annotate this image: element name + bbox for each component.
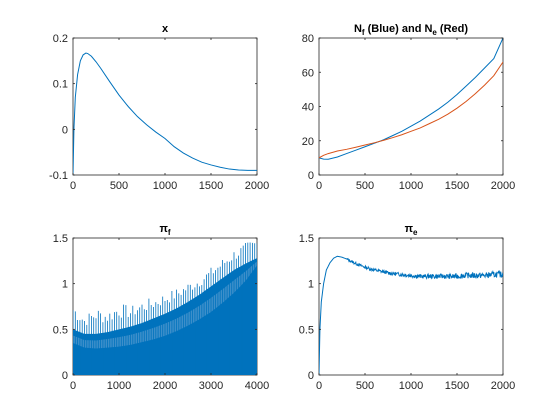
subplot-title: πe [405, 223, 418, 237]
y-tick-label: 0 [308, 370, 314, 382]
subplot-title: πf [159, 223, 170, 237]
y-tick-label: 1 [308, 279, 314, 291]
data-series-line [319, 61, 503, 159]
x-tick-label: 1000 [399, 180, 423, 192]
title-part: x [162, 23, 169, 35]
subplot-nf-ne: 0 500 1000 1500 2000 0 20 40 60 80 Nf (Blue) and N… [302, 23, 515, 192]
x-tick-label: 1500 [445, 180, 469, 192]
plot-area [319, 38, 503, 160]
y-tick-label: 0.5 [299, 324, 314, 336]
title-part: (Blue) and N [365, 23, 433, 35]
plot-area [73, 242, 257, 375]
y-tick-label: 40 [302, 102, 314, 114]
y-tick-label: 1.5 [53, 233, 68, 245]
x-tick-label: 3000 [199, 380, 223, 392]
data-series-line [319, 38, 503, 160]
title-subscript: e [432, 28, 437, 37]
y-tick-label: 60 [302, 67, 314, 79]
title-part: π [159, 223, 168, 235]
data-series-line [319, 255, 503, 375]
y-tick-label: 80 [302, 33, 314, 45]
subplot-title: Nf (Blue) and Ne (Red) [354, 23, 468, 37]
subplot-x: 0 500 1000 1500 2000-0.100.10.2x [49, 23, 269, 192]
y-tick-label: 0 [62, 124, 68, 136]
y-tick-label: 0.2 [53, 33, 68, 45]
title-part: N [354, 23, 362, 35]
plot-area [73, 52, 257, 175]
x-tick-label: 1500 [199, 180, 223, 192]
x-tick-label: 1000 [153, 180, 177, 192]
x-tick-label: 0 [70, 380, 76, 392]
subplot-title: x [162, 23, 169, 35]
y-tick-label: 1 [62, 279, 68, 291]
x-tick-label: 2000 [491, 380, 515, 392]
title-subscript: f [362, 28, 365, 37]
y-tick-label: -0.1 [49, 170, 68, 182]
title-part: π [405, 223, 414, 235]
axes-frame [318, 37, 504, 176]
data-series-line [73, 52, 257, 175]
x-tick-label: 0 [316, 380, 322, 392]
y-tick-label: 0 [308, 170, 314, 182]
plot-area [319, 255, 503, 375]
x-tick-label: 500 [110, 180, 128, 192]
x-tick-label: 1000 [399, 380, 423, 392]
x-tick-label: 500 [356, 180, 374, 192]
y-tick-label: 0 [62, 370, 68, 382]
title-subscript: f [168, 228, 171, 237]
x-tick-label: 1000 [107, 380, 131, 392]
y-tick-label: 20 [302, 136, 314, 148]
x-tick-label: 2000 [153, 380, 177, 392]
y-tick-label: 1.5 [299, 233, 314, 245]
x-tick-label: 4000 [245, 380, 269, 392]
y-tick-label: 0.5 [53, 324, 68, 336]
x-tick-label: 2000 [491, 180, 515, 192]
title-subscript: e [413, 228, 418, 237]
axes-frame [72, 37, 258, 176]
x-tick-label: 1500 [445, 380, 469, 392]
x-tick-label: 0 [70, 180, 76, 192]
x-tick-label: 500 [356, 380, 374, 392]
x-tick-label: 0 [316, 180, 322, 192]
y-tick-label: 0.1 [53, 79, 68, 91]
subplot-pi-e: 0 500 1000 1500 2000 0 0.5 1 1.5 πe [299, 223, 516, 392]
title-part: (Red) [437, 23, 469, 35]
subplot-pi-f: 0 1000 2000 3000 4000 0 0.5 1 1.5 πf [53, 223, 270, 392]
x-tick-label: 2000 [245, 180, 269, 192]
